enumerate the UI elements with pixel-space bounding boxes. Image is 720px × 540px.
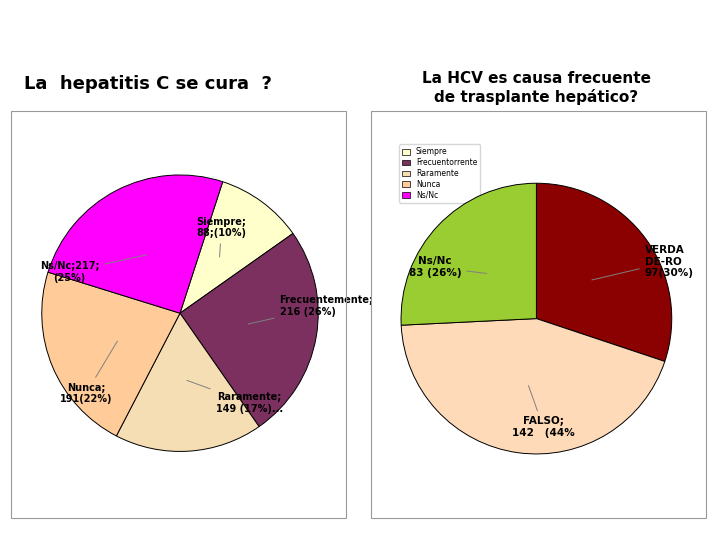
Text: La  hepatitis C se cura  ?: La hepatitis C se cura ?	[24, 75, 272, 93]
Text: VERDA
DE-RO
97(30%): VERDA DE-RO 97(30%)	[592, 245, 693, 280]
Text: Raramente;
149 (17%)...: Raramente; 149 (17%)...	[187, 380, 283, 414]
Text: ENCUESTA SOBRE CONOCIMIENTO DE LAS HEPATITIS VIRALES: ENCUESTA SOBRE CONOCIMIENTO DE LAS HEPAT…	[123, 21, 597, 36]
Wedge shape	[48, 175, 222, 313]
Wedge shape	[117, 313, 259, 451]
Legend: Siempre, Frecuentorrente, Raramente, Nunca, Ns/Nc: Siempre, Frecuentorrente, Raramente, Nun…	[399, 144, 480, 203]
Wedge shape	[180, 233, 318, 427]
Text: Ns/Nc
83 (26%): Ns/Nc 83 (26%)	[408, 256, 487, 278]
Text: Frecuentemente;
216 (26%): Frecuentemente; 216 (26%)	[248, 295, 374, 324]
Wedge shape	[536, 183, 672, 361]
Wedge shape	[401, 319, 665, 454]
Text: Siempre;
88;(10%): Siempre; 88;(10%)	[197, 217, 246, 257]
Wedge shape	[180, 182, 293, 313]
Wedge shape	[401, 183, 536, 325]
Text: La HCV es causa frecuente
de trasplante hepático?: La HCV es causa frecuente de trasplante …	[422, 71, 651, 105]
Text: FALSO;
142   (44%: FALSO; 142 (44%	[512, 386, 575, 438]
Wedge shape	[42, 272, 180, 436]
Text: Nunca;
191(22%): Nunca; 191(22%)	[60, 341, 117, 404]
Text: Ns/Nc;217;
(25%): Ns/Nc;217; (25%)	[40, 255, 147, 282]
